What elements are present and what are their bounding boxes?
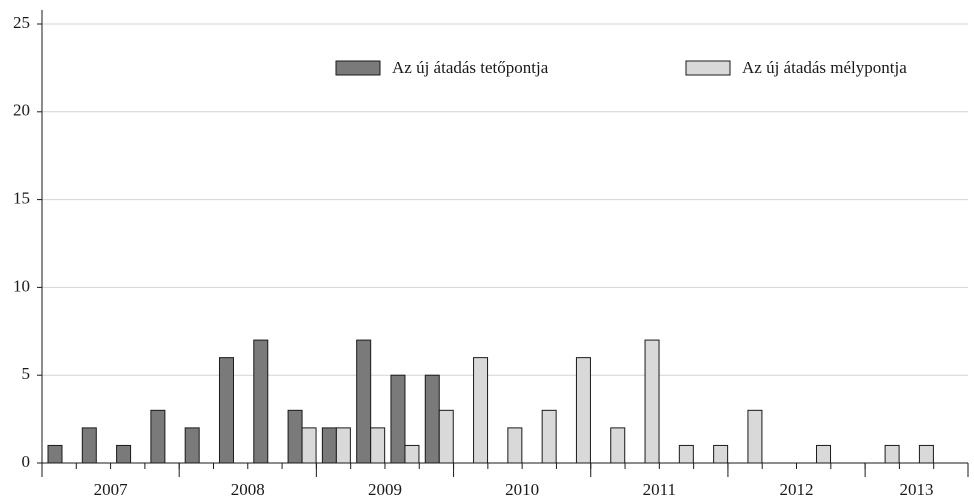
bar xyxy=(507,427,523,464)
bar xyxy=(81,427,97,464)
bar xyxy=(335,427,351,464)
legend-label: Az új átadás mélypontja xyxy=(742,58,907,77)
bar xyxy=(438,409,454,464)
bar xyxy=(610,427,626,464)
x-group-label: 2009 xyxy=(368,480,402,499)
bar xyxy=(884,444,900,464)
bar xyxy=(713,444,729,464)
bar xyxy=(473,357,489,464)
bar xyxy=(575,357,591,464)
y-tick-label: 5 xyxy=(22,364,31,383)
x-group-label: 2011 xyxy=(643,480,676,499)
y-tick-label: 0 xyxy=(22,452,31,471)
bar xyxy=(404,444,420,464)
bar xyxy=(301,427,317,464)
x-group-label: 2013 xyxy=(900,480,934,499)
bar xyxy=(253,339,269,464)
bar xyxy=(116,444,132,464)
bar xyxy=(150,409,166,464)
bar xyxy=(390,374,406,464)
bar xyxy=(356,339,372,464)
bar xyxy=(918,444,934,464)
x-group-label: 2008 xyxy=(231,480,265,499)
y-tick-label: 10 xyxy=(13,276,30,295)
bar xyxy=(424,374,440,464)
bar xyxy=(321,427,337,464)
bar xyxy=(370,427,386,464)
bar xyxy=(747,409,763,464)
x-group-label: 2010 xyxy=(505,480,539,499)
x-group-label: 2007 xyxy=(94,480,129,499)
y-tick-label: 15 xyxy=(13,189,30,208)
bar xyxy=(47,444,63,464)
y-tick-label: 20 xyxy=(13,101,30,120)
legend-swatch xyxy=(335,60,381,76)
y-tick-label: 25 xyxy=(13,13,30,32)
bar xyxy=(678,444,694,464)
legend-label: Az új átadás tetőpontja xyxy=(392,58,549,77)
bar xyxy=(644,339,660,464)
bar xyxy=(184,427,200,464)
bar xyxy=(218,357,234,464)
bar xyxy=(816,444,832,464)
bar xyxy=(541,409,557,464)
legend-swatch xyxy=(685,60,731,76)
bar xyxy=(287,409,303,464)
x-group-label: 2012 xyxy=(780,480,814,499)
